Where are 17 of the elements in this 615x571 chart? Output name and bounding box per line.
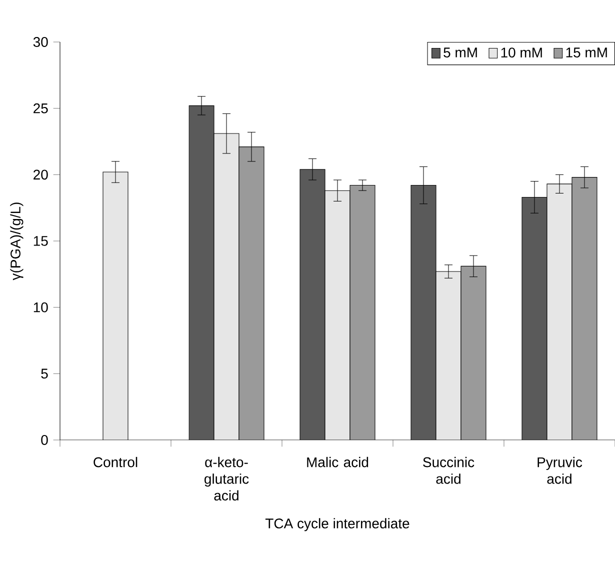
y-tick-label: 10 [34, 302, 48, 312]
y-tick-label: 25 [34, 103, 48, 114]
legend-label: 15 mM [566, 48, 607, 58]
x-tick-label: α-keto-glutaric acid [204, 456, 249, 501]
y-axis-title: γ(PGA)/(g/L) [10, 202, 24, 280]
legend-label: 10 mM [501, 48, 542, 58]
y-tick-label: 30 [33, 37, 48, 47]
x-tick-label: Control [94, 456, 138, 468]
legend-label: 5 mM [444, 48, 477, 58]
y-tick-label: 20 [34, 170, 48, 180]
x-tick-label: Pyruvic acid [538, 456, 582, 484]
y-tick-label: 15 [34, 236, 48, 246]
x-tick-label: Malic acid [307, 456, 368, 468]
y-tick-label: 0 [41, 435, 48, 445]
x-axis-title: TCA cycle intermediate [265, 518, 410, 532]
x-tick-label: Succinic acid [423, 456, 474, 484]
y-tick-label: 5 [41, 368, 48, 379]
